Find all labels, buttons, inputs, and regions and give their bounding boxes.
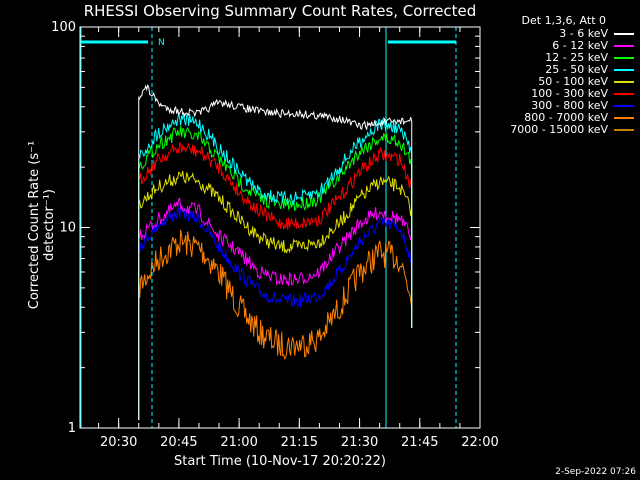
x-tick-label: 20:30 (100, 435, 137, 450)
series-6 (138, 203, 413, 420)
legend: Det 1,3,6, Att 0 3 - 6 keV 6 - 12 keV 12 -… (484, 14, 634, 136)
legend-label: 300 - 800 keV (531, 99, 608, 112)
y-tick-label: 1 (68, 421, 76, 436)
series-0 (138, 83, 413, 420)
legend-label: 50 - 100 keV (538, 75, 608, 88)
legend-header: Det 1,3,6, Att 0 (521, 14, 606, 27)
legend-label: 3 - 6 keV (559, 27, 608, 40)
legend-item: 12 - 25 keV (484, 52, 634, 64)
x-axis-label: Start Time (10-Nov-17 20:20:22) (174, 454, 386, 469)
plot-area: N (80, 27, 457, 428)
series-line (138, 141, 413, 230)
y-tick-label: 10 (59, 221, 76, 236)
series-7 (138, 229, 413, 420)
series-1 (138, 197, 413, 420)
legend-item: 100 - 300 keV (484, 88, 634, 100)
legend-item: 3 - 6 keV (484, 28, 634, 40)
y-axis-label: Corrected Count Rate (s⁻¹ detector⁻¹) (27, 140, 57, 310)
legend-item: 50 - 100 keV (484, 76, 634, 88)
series-line (138, 229, 413, 360)
legend-label: 100 - 300 keV (531, 87, 608, 100)
legend-label: 7000 - 15000 keV (510, 123, 608, 136)
legend-item: 7000 - 15000 keV (484, 124, 634, 136)
legend-swatch (614, 69, 634, 71)
series-line (138, 126, 413, 212)
y-tick-label: 100 (51, 20, 76, 35)
legend-swatch (614, 93, 634, 95)
plot-frame (79, 26, 481, 429)
axes: 1 10 100 20:30 20:45 21:00 21:15 21:30 21:45 22:0… (51, 20, 499, 450)
legend-label: 12 - 25 keV (545, 51, 608, 64)
series-line (138, 197, 413, 287)
legend-swatch (614, 117, 634, 119)
x-tick-label: 21:30 (341, 435, 378, 450)
legend-label: 25 - 50 keV (545, 63, 608, 76)
x-tick-label: 21:15 (281, 435, 318, 450)
legend-item: 6 - 12 keV (484, 40, 634, 52)
x-tick-label: 22:00 (461, 435, 498, 450)
legend-item: 25 - 50 keV (484, 64, 634, 76)
x-tick-label: 21:45 (401, 435, 438, 450)
legend-swatch (614, 81, 634, 83)
series-line (138, 203, 413, 309)
legend-item: 300 - 800 keV (484, 100, 634, 112)
legend-swatch (614, 105, 634, 107)
series-line (138, 112, 413, 206)
chart-title: RHESSI Observing Summary Count Rates, Co… (83, 2, 477, 20)
night-annotation: N (158, 38, 165, 48)
series-line (138, 170, 413, 254)
legend-swatch (614, 33, 634, 35)
legend-swatch (614, 129, 634, 131)
legend-swatch (614, 57, 634, 59)
legend-label: 800 - 7000 keV (524, 111, 608, 124)
x-tick-label: 20:45 (160, 435, 197, 450)
legend-swatch (614, 45, 634, 47)
x-tick-label: 21:00 (220, 435, 257, 450)
footer-date: 2-Sep-2022 07:26 (555, 467, 636, 477)
legend-item: 800 - 7000 keV (484, 112, 634, 124)
legend-label: 6 - 12 keV (552, 39, 608, 52)
series-line (138, 83, 413, 131)
